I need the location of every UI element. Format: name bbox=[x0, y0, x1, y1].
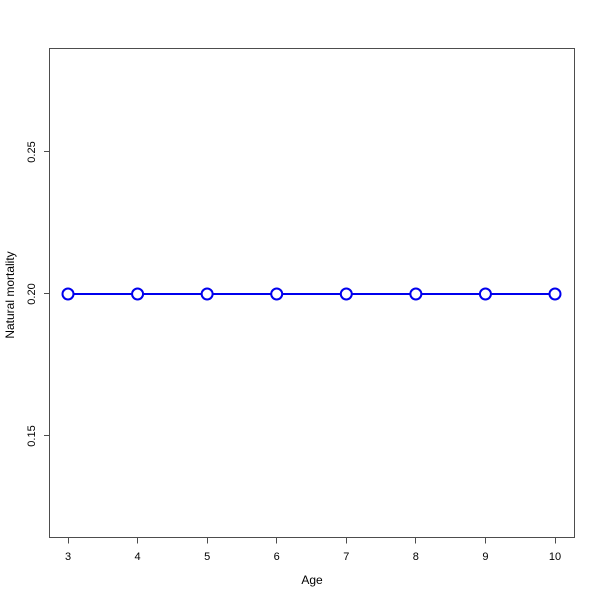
svg-text:4: 4 bbox=[135, 551, 141, 563]
svg-text:0.20: 0.20 bbox=[26, 283, 38, 304]
svg-text:0.25: 0.25 bbox=[26, 141, 38, 162]
svg-text:5: 5 bbox=[204, 551, 210, 563]
svg-text:0.15: 0.15 bbox=[26, 425, 38, 446]
svg-text:10: 10 bbox=[549, 551, 561, 563]
svg-text:8: 8 bbox=[413, 551, 419, 563]
svg-text:3: 3 bbox=[65, 551, 71, 563]
svg-text:Natural mortality: Natural mortality bbox=[3, 251, 17, 338]
svg-text:6: 6 bbox=[274, 551, 280, 563]
svg-text:Age: Age bbox=[301, 573, 323, 587]
svg-text:9: 9 bbox=[482, 551, 488, 563]
svg-text:7: 7 bbox=[343, 551, 349, 563]
